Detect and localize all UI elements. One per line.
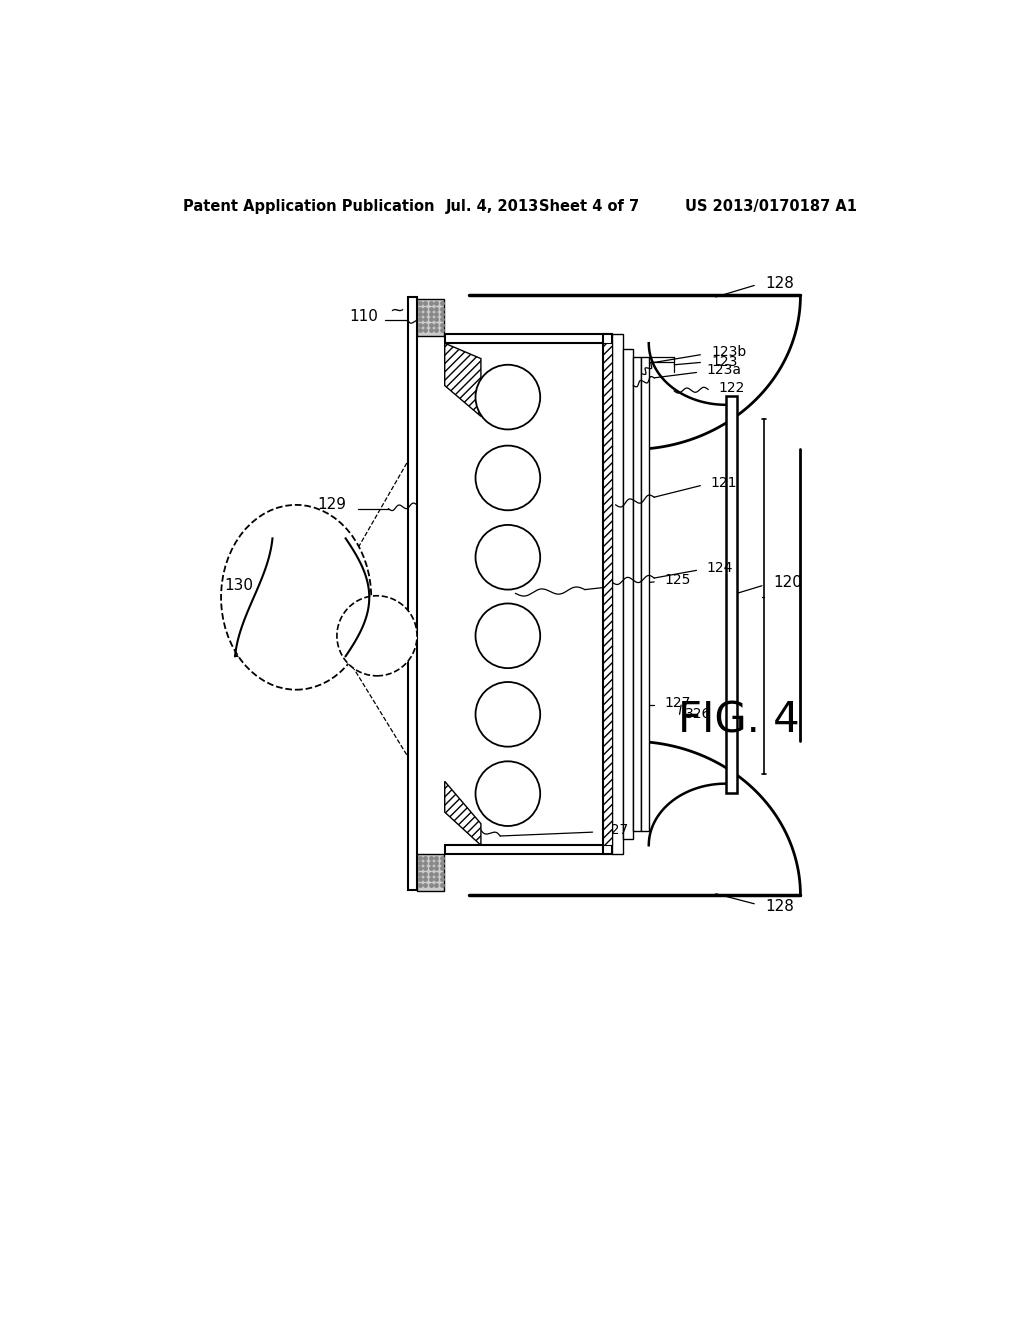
Bar xyxy=(417,300,444,337)
Text: 129: 129 xyxy=(317,498,346,512)
Ellipse shape xyxy=(221,506,371,690)
Polygon shape xyxy=(444,343,481,416)
Circle shape xyxy=(475,762,541,826)
Text: 120: 120 xyxy=(773,576,803,590)
Polygon shape xyxy=(444,781,481,845)
Text: 123: 123 xyxy=(712,355,738,370)
Text: 128: 128 xyxy=(766,276,795,290)
Bar xyxy=(417,854,444,891)
Bar xyxy=(726,396,736,793)
Bar xyxy=(444,334,611,343)
Text: 130: 130 xyxy=(224,578,253,593)
Bar xyxy=(444,845,611,854)
Bar xyxy=(641,358,649,832)
Text: 123a: 123a xyxy=(707,363,741,378)
Circle shape xyxy=(475,603,541,668)
Text: 125: 125 xyxy=(665,573,690,586)
Bar xyxy=(611,334,623,854)
Text: 327: 327 xyxy=(602,822,629,837)
Bar xyxy=(602,343,611,845)
Text: Jul. 4, 2013: Jul. 4, 2013 xyxy=(446,198,540,214)
Text: 110: 110 xyxy=(349,309,379,323)
Text: ~: ~ xyxy=(389,302,403,319)
Circle shape xyxy=(475,525,541,590)
Text: 124: 124 xyxy=(707,561,733,576)
Text: 123b: 123b xyxy=(712,346,748,359)
Circle shape xyxy=(337,595,417,676)
Text: 122: 122 xyxy=(718,381,744,395)
Bar xyxy=(623,350,634,840)
Text: FIG. 4: FIG. 4 xyxy=(678,700,800,742)
Bar xyxy=(634,358,641,832)
Text: 127: 127 xyxy=(665,696,690,710)
Bar xyxy=(602,334,611,854)
Circle shape xyxy=(475,446,541,511)
Text: 128: 128 xyxy=(766,899,795,915)
Text: US 2013/0170187 A1: US 2013/0170187 A1 xyxy=(685,198,857,214)
Circle shape xyxy=(475,364,541,429)
Circle shape xyxy=(475,682,541,747)
Text: 121: 121 xyxy=(711,477,737,490)
Text: Patent Application Publication: Patent Application Publication xyxy=(183,198,434,214)
Text: Sheet 4 of 7: Sheet 4 of 7 xyxy=(539,198,639,214)
Text: 326: 326 xyxy=(685,708,712,721)
Bar xyxy=(408,297,417,890)
